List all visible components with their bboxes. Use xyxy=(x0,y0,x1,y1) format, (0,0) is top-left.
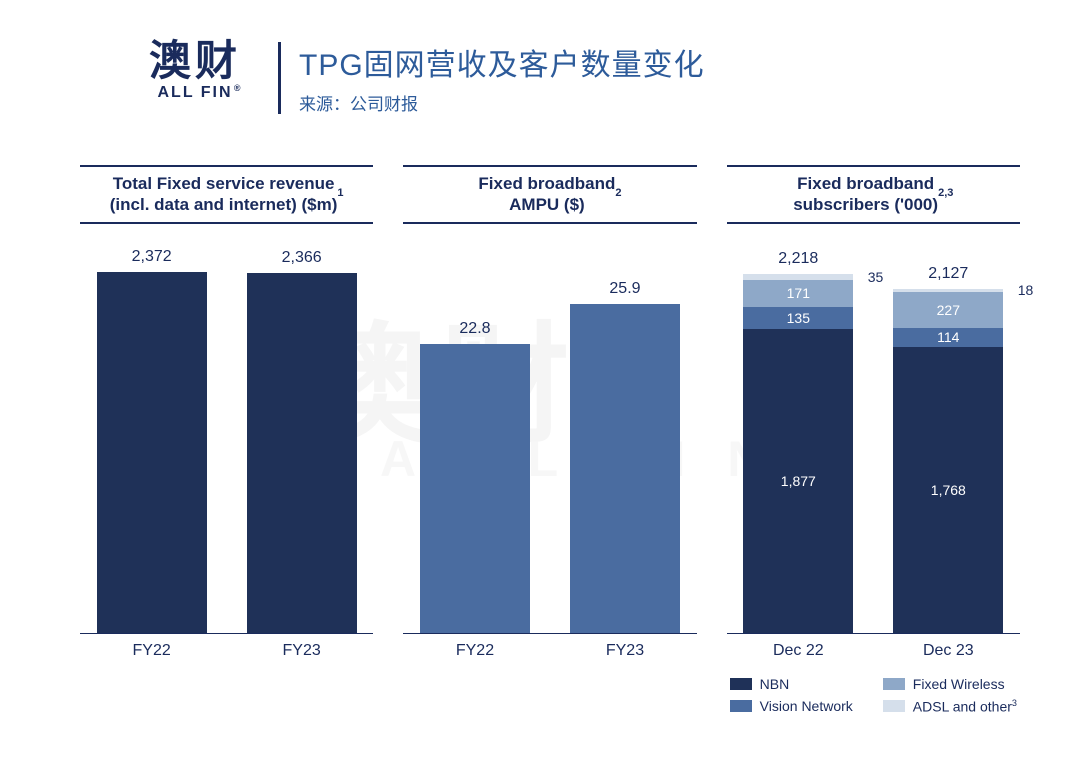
bar: 2,218 351711351,877 xyxy=(743,250,853,633)
category-axis: FY22 FY23 xyxy=(403,642,696,660)
bar-total-label: 2,127 xyxy=(928,265,968,283)
legend-item: Vision Network xyxy=(730,698,853,715)
bar-stack xyxy=(570,304,680,632)
title-block: TPG固网营收及客户数量变化 来源：公司财报 xyxy=(299,40,705,115)
plot-area: 2,218351711351,8772,127182271141,768 xyxy=(727,254,1020,634)
bar-total-label: 2,218 xyxy=(778,250,818,268)
legend: NBN Fixed Wireless Vision Network ADSL and … xyxy=(730,676,1017,715)
logo-divider xyxy=(278,42,281,114)
bar-stack xyxy=(247,273,357,633)
segment-label: 35 xyxy=(868,269,884,285)
category-label: FY23 xyxy=(247,642,357,660)
bar-segment: 114 xyxy=(893,328,1003,346)
bar-segment xyxy=(97,272,207,633)
bar-stack xyxy=(420,344,530,633)
bar-total-label: 2,366 xyxy=(282,249,322,267)
bar-segment: 135 xyxy=(743,307,853,329)
bar: 2,366 xyxy=(247,249,357,633)
category-label: FY23 xyxy=(570,642,680,660)
bar: 25.9 xyxy=(570,280,680,632)
category-axis: FY22 FY23 xyxy=(80,642,373,660)
bar-segment xyxy=(247,273,357,633)
chart-panel-2: Fixed broadbandsubscribers ('000)2,3 2,21… xyxy=(727,165,1020,714)
legend-label: Vision Network xyxy=(760,698,853,714)
bar-segment: 227 xyxy=(893,292,1003,329)
bar-segment: 1,877 xyxy=(743,329,853,633)
bar-stack: 351711351,877 xyxy=(743,274,853,633)
chart-source: 来源：公司财报 xyxy=(299,90,705,115)
category-axis: Dec 22 Dec 23 xyxy=(727,642,1020,660)
bar-stack: 182271141,768 xyxy=(893,289,1003,633)
legend-swatch xyxy=(883,678,905,690)
chart-panel-0: Total Fixed service revenue(incl. data a… xyxy=(80,165,373,714)
bar-segment: 171 xyxy=(743,280,853,308)
legend-label: Fixed Wireless xyxy=(913,676,1005,692)
legend-label: NBN xyxy=(760,676,790,692)
bar-segment: 1,768 xyxy=(893,347,1003,633)
legend-item: ADSL and other3 xyxy=(883,698,1017,715)
panel-title: Fixed broadbandAMPU ($)2 xyxy=(403,165,696,224)
bar-total-label: 25.9 xyxy=(609,280,640,298)
segment-label: 18 xyxy=(1018,282,1034,298)
category-label: FY22 xyxy=(97,642,207,660)
legend-item: NBN xyxy=(730,676,853,692)
bar-segment xyxy=(570,304,680,632)
bar-stack xyxy=(97,272,207,633)
bar: 22.8 xyxy=(420,320,530,633)
bar: 2,372 xyxy=(97,248,207,633)
legend-label: ADSL and other3 xyxy=(913,698,1017,715)
brand-logo: 澳财 ALL FIN xyxy=(130,40,260,102)
legend-item: Fixed Wireless xyxy=(883,676,1017,692)
legend-swatch xyxy=(730,678,752,690)
plot-area: 2,3722,366 xyxy=(80,254,373,634)
logo-en-text: ALL FIN xyxy=(157,84,232,102)
bar-total-label: 2,372 xyxy=(132,248,172,266)
chart-panel-1: Fixed broadbandAMPU ($)2 22.8 25.9 FY22 FY23 xyxy=(403,165,696,714)
bar: 2,127 182271141,768 xyxy=(893,265,1003,633)
bar-total-label: 22.8 xyxy=(459,320,490,338)
panel-title: Fixed broadbandsubscribers ('000)2,3 xyxy=(727,165,1020,224)
legend-swatch xyxy=(883,700,905,712)
panel-title: Total Fixed service revenue(incl. data a… xyxy=(80,165,373,224)
category-label: Dec 22 xyxy=(743,642,853,660)
plot-area: 22.8 25.9 xyxy=(403,254,696,634)
charts-row: Total Fixed service revenue(incl. data a… xyxy=(0,115,1080,714)
category-label: FY22 xyxy=(420,642,530,660)
category-label: Dec 23 xyxy=(893,642,1003,660)
bar-segment xyxy=(420,344,530,633)
logo-cn-text: 澳财 xyxy=(149,40,241,82)
header: 澳财 ALL FIN TPG固网营收及客户数量变化 来源：公司财报 xyxy=(0,0,1080,115)
legend-swatch xyxy=(730,700,752,712)
chart-title: TPG固网营收及客户数量变化 xyxy=(299,40,705,84)
